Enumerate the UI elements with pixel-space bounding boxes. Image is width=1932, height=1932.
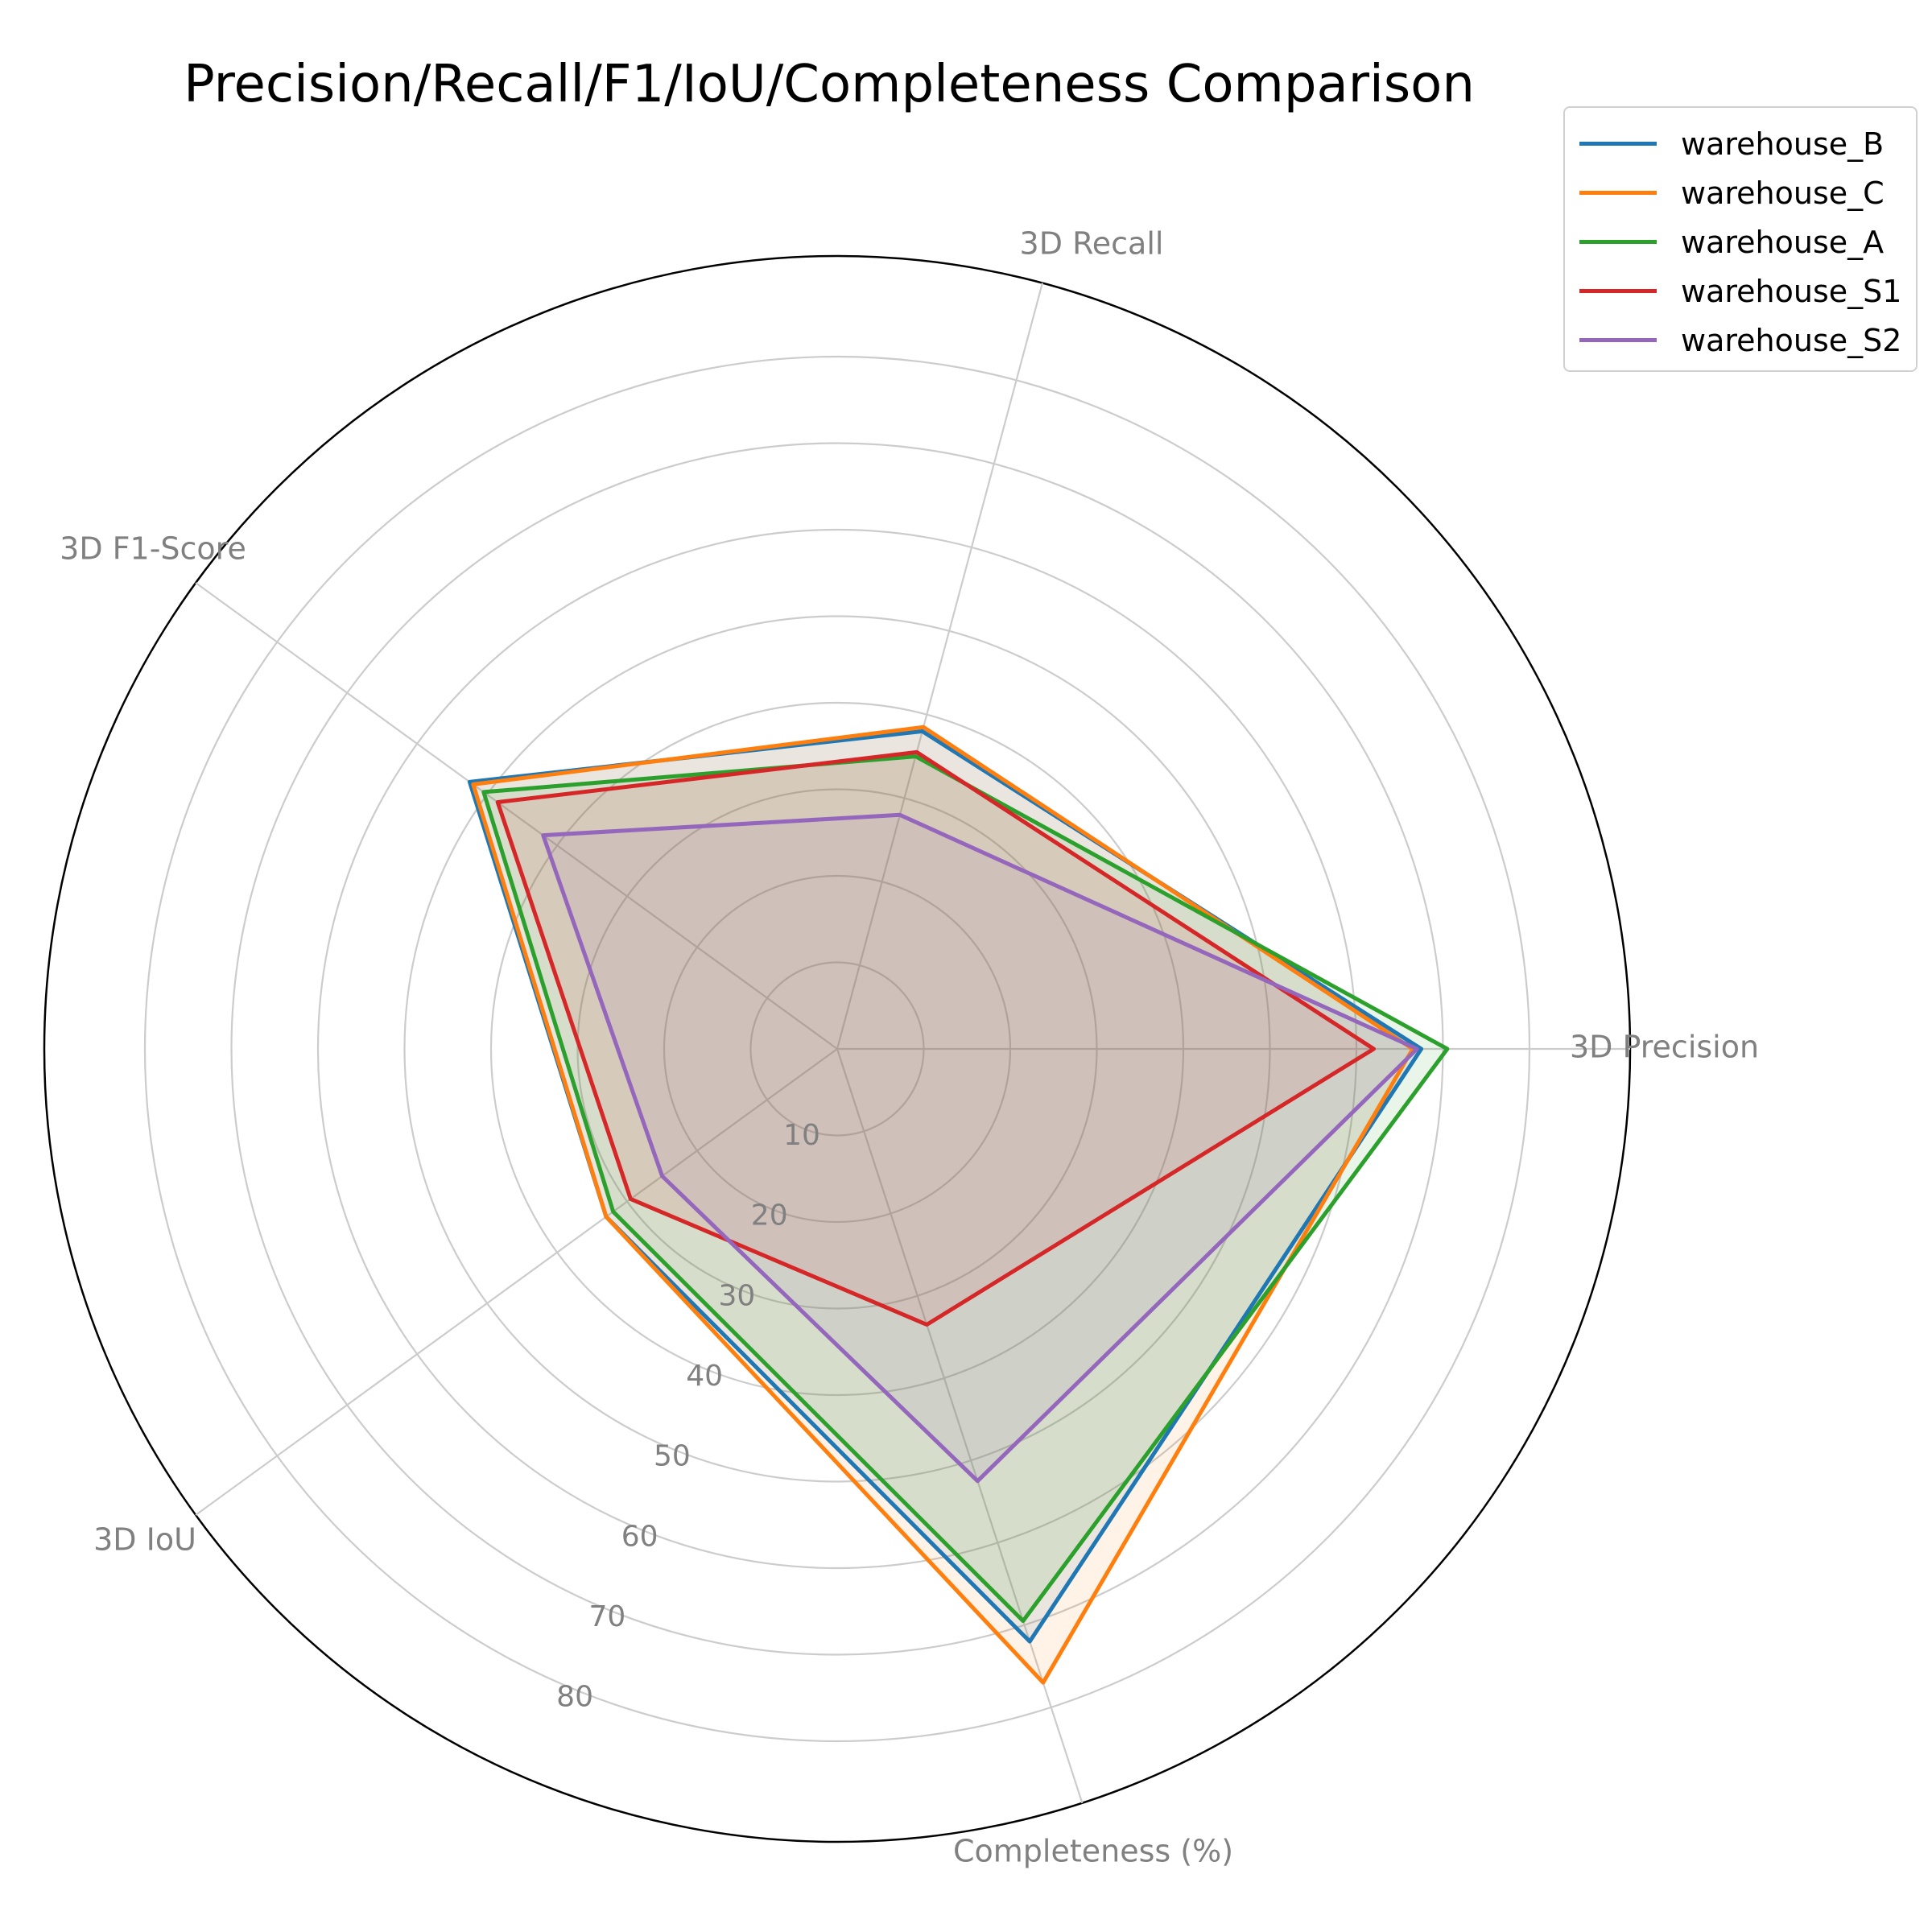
- axis-spoke: [195, 1048, 838, 1516]
- legend-swatch: [1579, 191, 1657, 195]
- radial-tick-label: 50: [654, 1440, 691, 1473]
- radial-tick-label: 10: [783, 1119, 820, 1152]
- radial-tick-label: 80: [556, 1681, 593, 1714]
- axis-label: 3D Recall: [1020, 226, 1164, 262]
- axis-label: Completeness (%): [953, 1834, 1233, 1869]
- axis-labels: 10 20 30 40 50 60 70 80 3D Precision 3D Recall 3D …: [60, 226, 1759, 1869]
- legend-item: warehouse_S1: [1579, 266, 1901, 316]
- radial-tick-label: 60: [621, 1520, 658, 1553]
- legend-swatch: [1579, 289, 1657, 293]
- series-fill: [543, 815, 1418, 1481]
- axis-spoke: [836, 283, 1043, 1050]
- legend-label: warehouse_A: [1681, 224, 1885, 260]
- series-line: [481, 754, 1450, 1624]
- axis-label: 3D IoU: [93, 1522, 196, 1558]
- series-fill: [469, 731, 1422, 1642]
- legend-item: warehouse_A: [1579, 217, 1901, 266]
- series-line: [495, 749, 1376, 1327]
- series-fill: [473, 727, 1413, 1683]
- axis-label: 3D Precision: [1570, 1030, 1759, 1065]
- legend-label: warehouse_C: [1681, 175, 1885, 211]
- legend-item: warehouse_S2: [1579, 316, 1901, 365]
- legend-label: warehouse_S2: [1681, 322, 1902, 358]
- axis-spoke: [195, 582, 838, 1050]
- legend-label: warehouse_B: [1681, 126, 1885, 162]
- series-line: [471, 724, 1415, 1685]
- legend-swatch: [1579, 142, 1657, 146]
- series-fill: [483, 756, 1447, 1621]
- chart-title: Precision/Recall/F1/IoU/Completeness Com…: [184, 55, 1475, 114]
- axis-spoke: [836, 1048, 1084, 1804]
- legend-item: warehouse_C: [1579, 168, 1901, 217]
- series-lines: [467, 724, 1450, 1685]
- legend-label: warehouse_S1: [1681, 273, 1902, 309]
- radial-tick-label: 30: [719, 1279, 756, 1312]
- radial-tick-label: 70: [588, 1600, 625, 1633]
- series-line: [541, 812, 1419, 1484]
- axis-label: 3D F1-Score: [60, 531, 246, 567]
- legend-swatch: [1579, 240, 1657, 244]
- series-fill: [497, 752, 1374, 1325]
- legend-item: warehouse_B: [1579, 119, 1901, 168]
- grid-layer: [43, 254, 1632, 1843]
- radial-tick-label: 20: [751, 1199, 788, 1232]
- legend-swatch: [1579, 338, 1657, 342]
- series-fills: [469, 727, 1447, 1683]
- radial-tick-label: 40: [686, 1360, 723, 1393]
